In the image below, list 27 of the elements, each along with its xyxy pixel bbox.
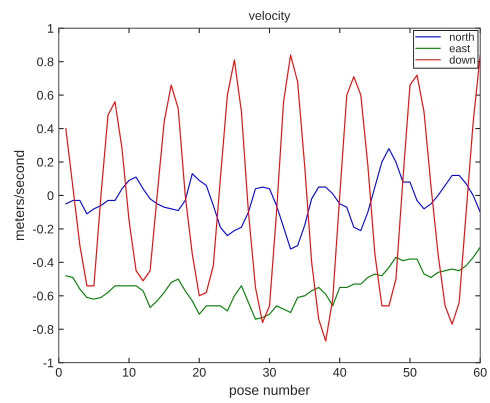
y-tick-label: 0.2 [37,158,54,167]
y-tick-label: 1 [48,24,54,33]
x-tick-label: 20 [192,368,206,377]
chart-title: velocity [248,10,290,22]
y-tick-label: -0.6 [32,292,54,300]
line-series [65,54,480,342]
x-tick-label: 0 [56,368,62,377]
x-tick-label: 10 [123,368,136,377]
y-tick-label: -1 [43,358,54,368]
x-tick-label: 40 [333,368,346,377]
legend-label: down [450,56,476,64]
y-tick-label: 0.4 [37,124,54,134]
y-tick-label: 0.6 [37,90,54,100]
x-tick-label: 60 [474,368,487,377]
legend-label: north [450,32,474,41]
x-tick-label: 50 [404,368,416,377]
y-tick-label: 0 [47,191,54,200]
x-tick-label: 30 [263,368,276,377]
legend-label: east [450,44,470,52]
y-tick-label: -0.2 [32,224,54,234]
line-series [65,148,480,250]
y-axis-title: meters/second [14,150,24,240]
y-tick-label: -0.8 [32,325,54,334]
x-axis-title: pose number [230,384,310,398]
y-tick-label: -0.4 [32,258,54,268]
y-tick-label: 0.8 [37,57,54,66]
line-series [65,246,480,320]
